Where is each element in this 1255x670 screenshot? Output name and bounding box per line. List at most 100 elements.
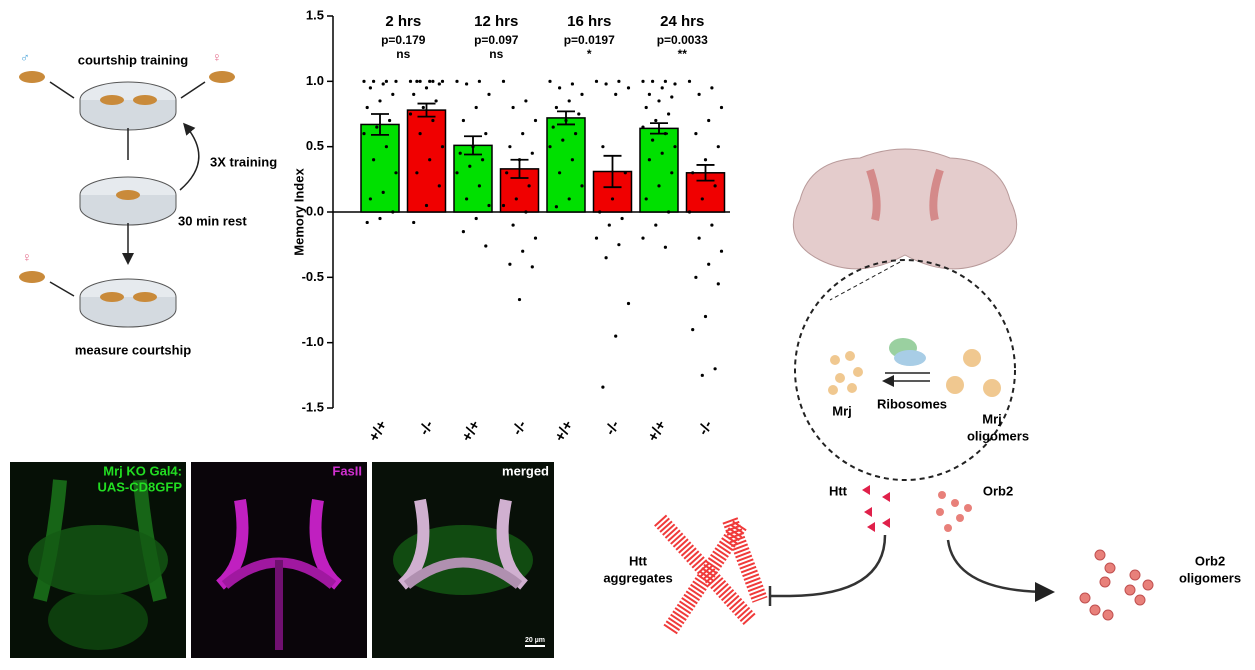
data-point <box>388 118 392 123</box>
bar <box>453 144 493 213</box>
bar <box>406 109 447 213</box>
data-point <box>561 138 565 142</box>
data-point <box>424 86 429 90</box>
data-point <box>567 197 571 201</box>
data-point <box>412 92 416 96</box>
data-point <box>415 171 419 175</box>
image-label: Mrj KO Gal4: <box>103 463 182 478</box>
data-point <box>440 145 445 149</box>
data-point <box>614 92 618 96</box>
data-point <box>707 118 711 123</box>
data-point <box>598 210 602 214</box>
data-point <box>617 243 621 247</box>
data-point <box>610 197 615 201</box>
x-tick-label: -/- <box>602 417 624 438</box>
data-point <box>372 158 376 162</box>
data-point <box>481 158 485 162</box>
data-point <box>548 145 552 149</box>
data-point <box>365 220 369 225</box>
data-point <box>667 210 671 214</box>
data-point <box>368 197 372 201</box>
data-point <box>484 244 488 248</box>
data-point <box>521 249 525 253</box>
data-point <box>548 79 552 83</box>
error-bar <box>603 154 622 189</box>
data-point <box>700 197 704 201</box>
male-symbol: ♂ <box>20 49 30 64</box>
model-label: Mrj <box>982 411 1002 426</box>
data-point <box>511 105 515 110</box>
data-point <box>437 184 441 188</box>
group-label: 12 hrs <box>474 13 518 30</box>
data-point <box>644 105 648 110</box>
data-point <box>524 99 528 103</box>
data-point <box>660 151 664 155</box>
protocol <box>19 71 235 328</box>
y-tick-label: 1.0 <box>306 73 324 88</box>
data-point <box>521 132 525 136</box>
error-bar <box>371 113 389 136</box>
p-value: p=0.0033 <box>657 33 708 47</box>
data-point <box>381 82 385 86</box>
data-point <box>428 158 432 162</box>
data-point <box>654 118 658 123</box>
data-point <box>617 79 621 83</box>
data-point <box>455 79 459 83</box>
data-point <box>716 282 720 286</box>
model-label: Orb2 <box>983 483 1013 498</box>
x-tick-label: -/- <box>509 417 531 438</box>
data-point <box>644 197 648 201</box>
data-point <box>474 105 478 110</box>
data-point <box>394 171 398 175</box>
female-symbol: ♀ <box>22 249 32 264</box>
data-point <box>465 197 469 201</box>
data-point <box>487 203 491 208</box>
data-point <box>703 158 708 162</box>
data-point <box>440 79 445 83</box>
data-point <box>391 92 395 96</box>
data-point <box>707 262 711 266</box>
data-point <box>647 92 652 96</box>
data-point <box>415 79 419 83</box>
x-tick-label: +/+ <box>644 417 670 444</box>
data-point <box>663 245 668 249</box>
image-label: merged <box>502 463 549 478</box>
data-point <box>580 92 584 96</box>
data-point <box>604 82 608 86</box>
p-value: p=0.0197 <box>564 33 615 47</box>
protocol-label: courtship training <box>78 52 189 67</box>
model-label: Htt <box>629 553 648 568</box>
data-point <box>474 216 478 221</box>
x-tick-label: +/+ <box>365 417 391 444</box>
female-symbol: ♀ <box>212 49 222 64</box>
data-point <box>434 99 438 103</box>
data-point <box>601 145 605 149</box>
x-tick-label: +/+ <box>458 417 484 444</box>
error-bar <box>696 164 715 182</box>
data-point <box>626 86 631 90</box>
data-point <box>501 79 506 83</box>
data-point <box>570 82 575 86</box>
x-tick-label: +/+ <box>551 417 577 444</box>
data-point <box>641 236 645 240</box>
data-point <box>691 328 695 332</box>
data-point <box>697 236 701 240</box>
significance: ** <box>678 47 688 61</box>
data-point <box>657 99 661 103</box>
data-point <box>614 334 618 338</box>
data-point <box>368 86 372 90</box>
model-label: Orb2 <box>1195 553 1225 568</box>
model-label: Mrj <box>832 403 852 418</box>
data-point <box>461 118 465 123</box>
data-point <box>673 82 677 86</box>
data-point <box>654 223 658 227</box>
model-label: Htt <box>829 483 848 498</box>
data-point <box>623 171 627 175</box>
data-point <box>458 151 462 155</box>
p-value: p=0.179 <box>381 33 426 47</box>
data-point <box>362 79 366 83</box>
data-point <box>455 171 459 175</box>
data-point <box>670 95 674 99</box>
image-label: UAS-CD8GFP <box>97 479 182 494</box>
data-point <box>670 171 674 175</box>
